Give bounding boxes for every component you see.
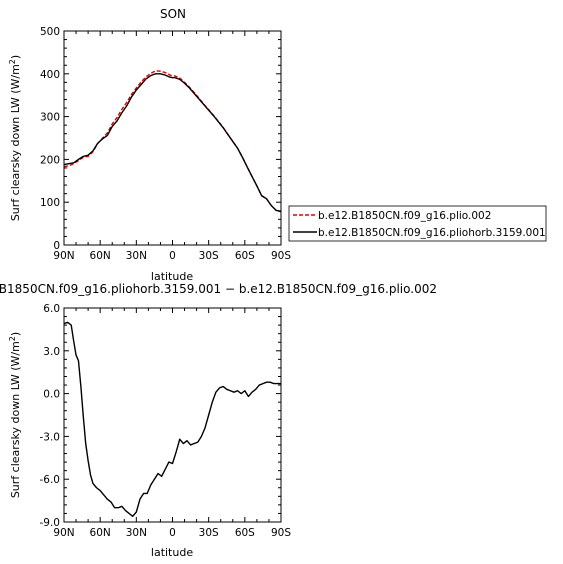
y-tick-label: 0.0 bbox=[43, 389, 60, 401]
x-tick-label: 60S bbox=[235, 527, 255, 539]
panel-top-x-axis-label: latitude bbox=[151, 270, 193, 283]
panel-bottom-title: b.e12.B1850CN.f09_g16.pliohorb.3159.001 … bbox=[0, 282, 437, 296]
legend: b.e12.B1850CN.f09_g16.plio.002 b.e12.B18… bbox=[288, 205, 547, 242]
panel-bottom-x-tick-labels: 90N 60N 30N 0 30S 60S 90S bbox=[53, 527, 291, 539]
series-line-0 bbox=[63, 70, 282, 213]
y-tick-label: 100 bbox=[40, 197, 60, 209]
panel-top-y-axis-label: Surf clearsky down LW (W/m2) bbox=[8, 55, 22, 221]
panel-bottom-y-tick-labels: 6.0 3.0 0.0 -3.0 -6.0 -9.0 bbox=[40, 303, 61, 529]
y-tick-label: 500 bbox=[40, 26, 60, 38]
x-tick-label: 30N bbox=[126, 527, 147, 539]
y-tick-label: 300 bbox=[40, 112, 60, 124]
legend-label-plio-002: b.e12.B1850CN.f09_g16.plio.002 bbox=[318, 210, 491, 222]
x-tick-label: 90N bbox=[53, 250, 74, 262]
legend-label-pliohorb-3159-001: b.e12.B1850CN.f09_g16.pliohorb.3159.001 bbox=[318, 227, 546, 239]
panel-bottom-y-axis-label: Surf clearsky down LW (W/m2) bbox=[8, 332, 22, 498]
y-tick-label: -3.0 bbox=[40, 431, 61, 443]
x-tick-label: 0 bbox=[169, 527, 176, 539]
panel-bottom-y-axis-label-close: ) bbox=[9, 332, 22, 336]
panel-top-y-axis-label-close: ) bbox=[9, 55, 22, 59]
panel-top-y-axis-label-main: Surf clearsky down LW (W/m bbox=[9, 64, 22, 221]
x-tick-label: 30S bbox=[199, 527, 219, 539]
panel-bottom-y-axis-label-sup: 2 bbox=[8, 336, 17, 341]
x-tick-label: 60N bbox=[90, 527, 111, 539]
panel-top-y-axis-label-sup: 2 bbox=[8, 59, 17, 64]
legend-box bbox=[288, 205, 547, 242]
panel-bottom-x-axis-label: latitude bbox=[151, 546, 193, 559]
series-line-1 bbox=[63, 73, 282, 213]
x-tick-label: 60S bbox=[235, 250, 255, 262]
x-tick-label: 30S bbox=[199, 250, 219, 262]
panel-bottom-frame bbox=[63, 307, 282, 523]
panel-top-x-tick-labels: 90N 60N 30N 0 30S 60S 90S bbox=[53, 250, 291, 262]
x-tick-label: 90S bbox=[271, 527, 291, 539]
y-tick-label: 3.0 bbox=[43, 346, 60, 358]
y-tick-label: 200 bbox=[40, 154, 60, 166]
panel-bottom-series bbox=[63, 321, 281, 517]
series-line-0 bbox=[63, 321, 281, 517]
panel-top-y-tick-labels: 0 100 200 300 400 500 bbox=[40, 26, 60, 252]
y-tick-label: 6.0 bbox=[43, 303, 60, 315]
panel-top-ticks bbox=[63, 30, 282, 246]
panel-top-frame bbox=[63, 30, 282, 246]
x-tick-label: 30N bbox=[126, 250, 147, 262]
panel-bottom-y-axis-label-main: Surf clearsky down LW (W/m bbox=[9, 341, 22, 498]
y-tick-label: -9.0 bbox=[40, 517, 61, 529]
panel-top-series bbox=[63, 70, 282, 213]
y-tick-label: -6.0 bbox=[40, 474, 61, 486]
y-tick-label: 0 bbox=[53, 240, 60, 252]
panel-top-title: SON bbox=[160, 7, 186, 21]
x-tick-label: 90N bbox=[53, 527, 74, 539]
x-tick-label: 60N bbox=[90, 250, 111, 262]
x-tick-label: 0 bbox=[169, 250, 176, 262]
panel-top: SON 90N 60N 30N 0 30S 60S 90S 0 100 200 300 400 500… bbox=[8, 7, 291, 283]
panel-bottom: b.e12.B1850CN.f09_g16.pliohorb.3159.001 … bbox=[0, 282, 437, 559]
y-tick-label: 400 bbox=[40, 69, 60, 81]
panel-bottom-ticks bbox=[63, 307, 282, 523]
x-tick-label: 90S bbox=[271, 250, 291, 262]
